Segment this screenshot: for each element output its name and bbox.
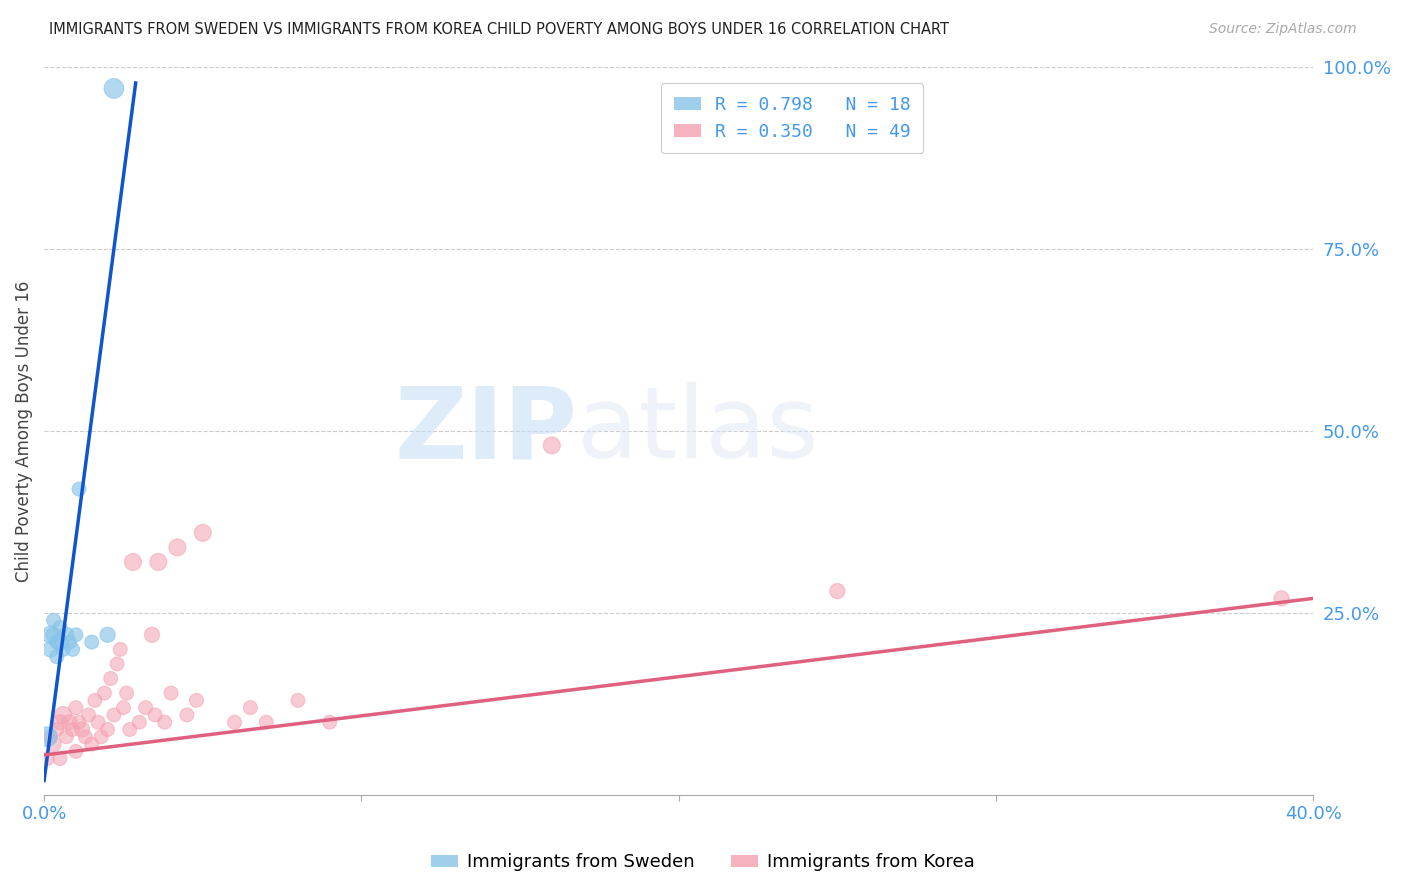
- Text: Source: ZipAtlas.com: Source: ZipAtlas.com: [1209, 22, 1357, 37]
- Point: [42, 628, 65, 642]
- Point: [110, 642, 132, 657]
- Point: [70, 723, 93, 737]
- Point: [318, 715, 340, 730]
- Point: [186, 693, 208, 707]
- Point: [65, 744, 87, 758]
- Point: [77, 707, 100, 722]
- Point: [191, 525, 214, 540]
- Point: [160, 686, 183, 700]
- Point: [118, 723, 141, 737]
- Point: [67, 715, 90, 730]
- Point: [42, 613, 65, 627]
- Point: [49, 715, 72, 730]
- Point: [80, 737, 103, 751]
- Point: [287, 693, 309, 707]
- Point: [52, 642, 75, 657]
- Point: [80, 635, 103, 649]
- Point: [115, 686, 138, 700]
- Point: [55, 628, 77, 642]
- Point: [100, 672, 122, 686]
- Point: [49, 751, 72, 765]
- Point: [97, 628, 120, 642]
- Point: [65, 700, 87, 714]
- Point: [153, 715, 176, 730]
- Point: [83, 693, 105, 707]
- Text: ZIP: ZIP: [394, 383, 576, 479]
- Point: [52, 707, 75, 722]
- Point: [1270, 591, 1292, 606]
- Point: [143, 707, 166, 722]
- Point: [122, 555, 145, 569]
- Point: [67, 482, 90, 496]
- Point: [135, 700, 157, 714]
- Point: [224, 715, 246, 730]
- Point: [97, 723, 120, 737]
- Point: [58, 715, 80, 730]
- Point: [45, 649, 67, 664]
- Point: [166, 541, 188, 555]
- Point: [239, 700, 262, 714]
- Point: [37, 730, 59, 744]
- Legend: R = 0.798   N = 18, R = 0.350   N = 49: R = 0.798 N = 18, R = 0.350 N = 49: [661, 83, 924, 153]
- Point: [254, 715, 277, 730]
- Point: [103, 81, 125, 95]
- Point: [65, 628, 87, 642]
- Text: IMMIGRANTS FROM SWEDEN VS IMMIGRANTS FROM KOREA CHILD POVERTY AMONG BOYS UNDER 1: IMMIGRANTS FROM SWEDEN VS IMMIGRANTS FRO…: [49, 22, 949, 37]
- Point: [75, 730, 97, 744]
- Point: [176, 707, 198, 722]
- Point: [141, 628, 163, 642]
- Point: [540, 438, 562, 452]
- Point: [42, 737, 65, 751]
- Point: [49, 635, 72, 649]
- Y-axis label: Child Poverty Among Boys Under 16: Child Poverty Among Boys Under 16: [15, 280, 32, 582]
- Point: [103, 707, 125, 722]
- Point: [827, 584, 849, 599]
- Text: atlas: atlas: [576, 383, 818, 479]
- Point: [87, 715, 110, 730]
- Point: [55, 730, 77, 744]
- Point: [112, 700, 135, 714]
- Point: [45, 723, 67, 737]
- Point: [62, 723, 84, 737]
- Point: [148, 555, 170, 569]
- Point: [39, 730, 62, 744]
- Point: [62, 642, 84, 657]
- Point: [93, 686, 115, 700]
- Point: [58, 635, 80, 649]
- Point: [45, 635, 67, 649]
- Point: [49, 620, 72, 634]
- Point: [90, 730, 112, 744]
- Point: [128, 715, 150, 730]
- Point: [39, 642, 62, 657]
- Point: [37, 751, 59, 765]
- Point: [105, 657, 128, 671]
- Legend: Immigrants from Sweden, Immigrants from Korea: Immigrants from Sweden, Immigrants from …: [425, 847, 981, 879]
- Point: [39, 628, 62, 642]
